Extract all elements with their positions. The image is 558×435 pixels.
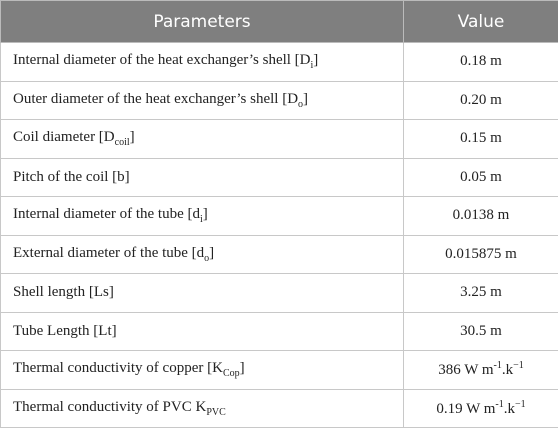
superscript: −1 [515, 398, 526, 410]
subscript: PVC [206, 406, 226, 418]
table-row: Coil diameter [Dcoil] 0.15 m [0, 119, 558, 159]
table-row: Outer diameter of the heat exchanger’s s… [0, 80, 558, 120]
subscript: o [298, 98, 304, 110]
cell-text: 0.015875 m [445, 245, 517, 262]
cell-text: 3.25 m [460, 284, 502, 301]
parameter-cell: Thermal conductivity of copper [KCop] [0, 350, 404, 390]
cell-text: ] [202, 206, 208, 223]
header-cell: Parameters [0, 0, 404, 43]
cell-text: 0.05 m [460, 168, 502, 185]
value-cell: 30.5 m [403, 311, 558, 351]
table-row: Thermal conductivity of copper [KCop] 386… [0, 350, 558, 390]
cell-text: .k [503, 400, 515, 417]
parameter-cell: Internal diameter of the heat exchanger’… [0, 42, 404, 82]
cell-text: Thermal conductivity of PVC K [13, 398, 207, 415]
table-row: Internal diameter of the tube [di] 0.0138… [0, 196, 558, 236]
value-cell: 386 W m-1.k−1 [403, 350, 558, 390]
header-cell: Value [403, 0, 558, 43]
cell-text: 0.0138 m [452, 207, 510, 224]
table-row: External diameter of the tube [do] 0.0158… [0, 234, 558, 274]
subscript: i [310, 60, 314, 72]
subscript: o [204, 252, 210, 264]
subscript: i [200, 214, 203, 226]
subscript: Cop [222, 368, 240, 380]
superscript: -1 [495, 398, 504, 410]
cell-text: 0.19 W m [436, 400, 496, 417]
cell-text: ] [303, 90, 309, 107]
cell-text: Thermal conductivity of copper [K [13, 360, 223, 377]
cell-text: 30.5 m [460, 322, 502, 339]
cell-text: Coil diameter [D [13, 129, 115, 146]
parameter-cell: Coil diameter [Dcoil] [0, 119, 404, 159]
parameter-cell: Outer diameter of the heat exchanger’s s… [0, 80, 404, 120]
value-cell: 0.015875 m [403, 234, 558, 274]
parameter-cell: External diameter of the tube [do] [0, 234, 404, 274]
value-cell: 0.20 m [403, 80, 558, 120]
cell-text: External diameter of the tube [d [13, 244, 205, 261]
cell-text: Internal diameter of the heat exchanger’… [13, 52, 311, 69]
value-cell: 0.18 m [403, 42, 558, 82]
cell-text: 386 W m [438, 362, 494, 379]
cell-text: .k [501, 362, 514, 379]
cell-text: ] [129, 129, 135, 146]
table-row: Pitch of the coil [b] 0.05 m [0, 157, 558, 197]
parameter-cell: Shell length [Ls] [0, 273, 404, 313]
subscript: coil [114, 137, 130, 149]
cell-text: Outer diameter of the heat exchanger’s s… [13, 90, 299, 107]
table-row: Thermal conductivity of PVC KPVC 0.19 W m… [0, 388, 558, 428]
parameter-cell: Tube Length [Lt] [0, 311, 404, 351]
value-cell: 0.05 m [403, 157, 558, 197]
cell-text: Internal diameter of the tube [d [13, 206, 201, 223]
table-body: Internal diameter of the heat exchanger’… [0, 42, 558, 428]
value-cell: 0.0138 m [403, 196, 558, 236]
cell-text: 0.20 m [460, 91, 502, 108]
value-cell: 0.19 W m-1.k−1 [403, 388, 558, 428]
table-row: Shell length [Ls] 3.25 m [0, 273, 558, 313]
parameter-cell: Internal diameter of the tube [di] [0, 196, 404, 236]
cell-text: ] [313, 52, 319, 69]
cell-text: ] [239, 360, 245, 377]
cell-text: Shell length [Ls] [13, 284, 114, 301]
header-row: Parameters Value [0, 0, 558, 43]
cell-text: 0.18 m [460, 53, 502, 70]
value-cell: 0.15 m [403, 119, 558, 159]
value-cell: 3.25 m [403, 273, 558, 313]
cell-text: Pitch of the coil [b] [13, 168, 130, 185]
cell-text: 0.15 m [460, 130, 502, 147]
superscript: −1 [513, 360, 524, 372]
table-row: Internal diameter of the heat exchanger’… [0, 42, 558, 82]
table-row: Tube Length [Lt] 30.5 m [0, 311, 558, 351]
superscript: -1 [493, 360, 502, 372]
cell-text: ] [209, 244, 215, 261]
cell-text: Tube Length [Lt] [13, 322, 117, 339]
parameter-cell: Pitch of the coil [b] [0, 157, 404, 197]
parameter-cell: Thermal conductivity of PVC KPVC [0, 388, 404, 428]
